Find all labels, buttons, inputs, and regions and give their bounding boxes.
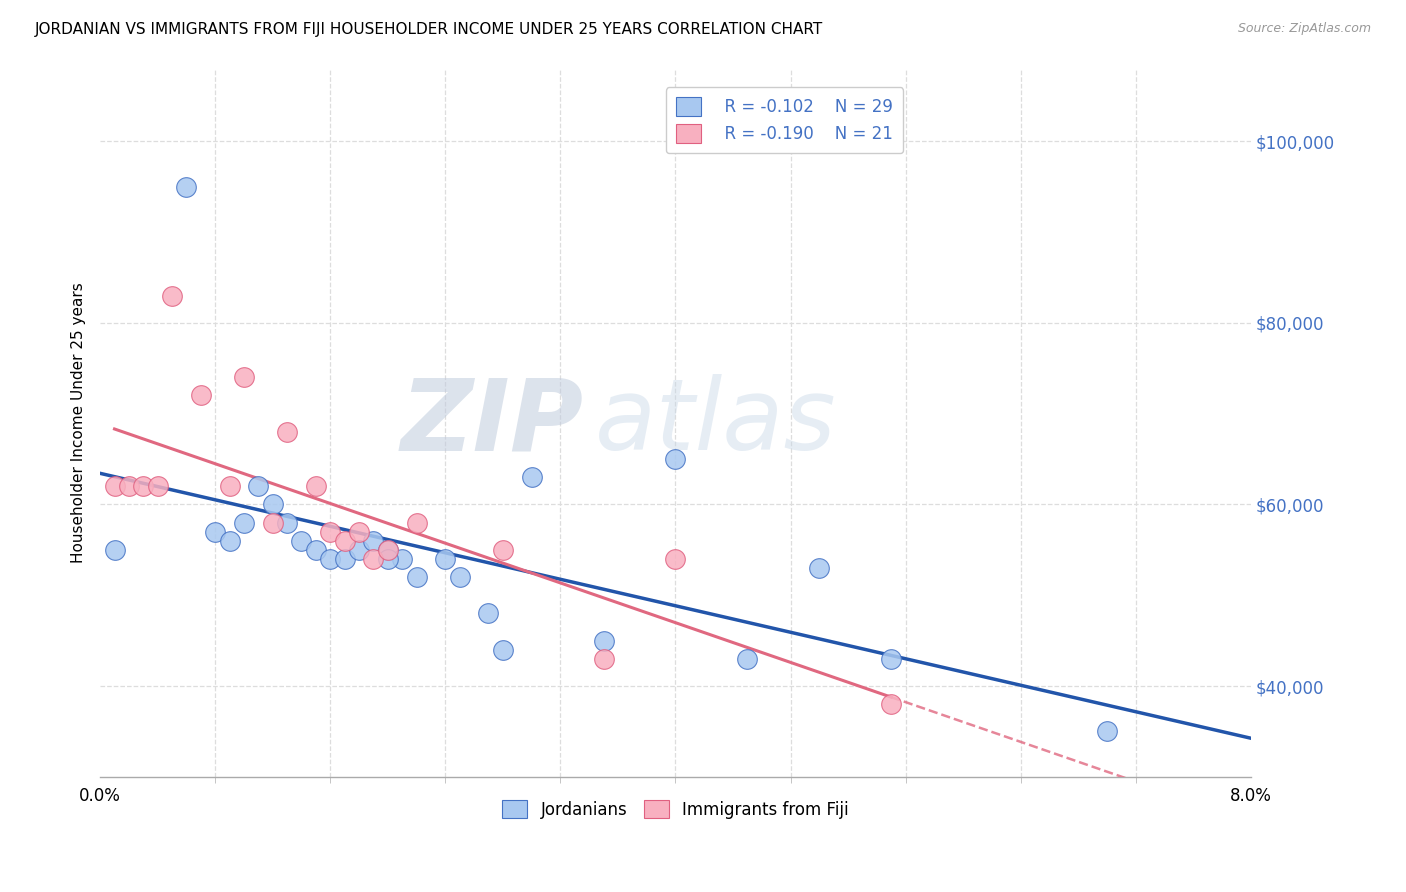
Point — [363, 533, 385, 548]
Point — [333, 552, 356, 566]
Point — [146, 479, 169, 493]
Legend: Jordanians, Immigrants from Fiji: Jordanians, Immigrants from Fiji — [495, 793, 855, 825]
Point — [405, 516, 427, 530]
Text: Source: ZipAtlas.com: Source: ZipAtlas.com — [1237, 22, 1371, 36]
Point — [737, 652, 759, 666]
Point — [319, 552, 342, 566]
Point — [449, 570, 471, 584]
Point — [204, 524, 226, 539]
Point — [305, 479, 328, 493]
Point — [880, 652, 903, 666]
Point — [880, 697, 903, 711]
Point — [1095, 724, 1118, 739]
Point — [233, 516, 256, 530]
Point — [347, 542, 370, 557]
Point — [132, 479, 155, 493]
Point — [592, 633, 614, 648]
Point — [520, 470, 543, 484]
Point — [218, 479, 240, 493]
Point — [492, 542, 515, 557]
Point — [592, 652, 614, 666]
Point — [276, 516, 298, 530]
Point — [405, 570, 427, 584]
Point — [377, 542, 399, 557]
Point — [347, 524, 370, 539]
Point — [492, 642, 515, 657]
Point — [391, 552, 413, 566]
Point — [247, 479, 270, 493]
Point — [477, 607, 499, 621]
Point — [103, 479, 125, 493]
Point — [290, 533, 312, 548]
Text: atlas: atlas — [595, 374, 837, 471]
Point — [176, 179, 198, 194]
Point — [319, 524, 342, 539]
Point — [218, 533, 240, 548]
Point — [664, 552, 686, 566]
Point — [262, 516, 284, 530]
Point — [233, 370, 256, 384]
Point — [808, 561, 831, 575]
Point — [434, 552, 457, 566]
Point — [262, 497, 284, 511]
Point — [377, 552, 399, 566]
Point — [276, 425, 298, 439]
Point — [333, 533, 356, 548]
Text: ZIP: ZIP — [401, 374, 583, 471]
Point — [363, 552, 385, 566]
Point — [190, 388, 212, 402]
Point — [160, 288, 183, 302]
Point — [664, 452, 686, 467]
Point — [305, 542, 328, 557]
Text: JORDANIAN VS IMMIGRANTS FROM FIJI HOUSEHOLDER INCOME UNDER 25 YEARS CORRELATION : JORDANIAN VS IMMIGRANTS FROM FIJI HOUSEH… — [35, 22, 824, 37]
Point — [377, 542, 399, 557]
Point — [103, 542, 125, 557]
Y-axis label: Householder Income Under 25 years: Householder Income Under 25 years — [72, 283, 86, 563]
Point — [118, 479, 141, 493]
